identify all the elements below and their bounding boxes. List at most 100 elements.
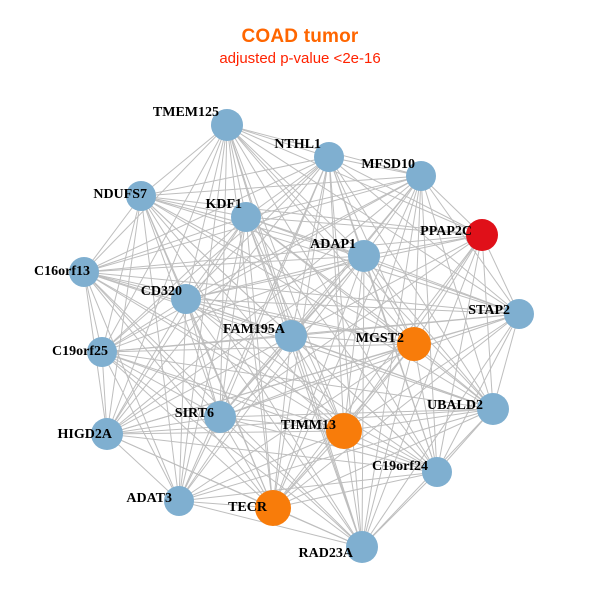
graph-edge xyxy=(178,216,247,502)
graph-node[interactable] xyxy=(171,284,201,314)
graph-edge xyxy=(328,156,363,548)
graph-edge xyxy=(290,335,415,345)
graph-edge xyxy=(106,408,494,435)
graph-edge xyxy=(106,255,365,435)
graph-edge xyxy=(178,471,438,502)
graph-edge xyxy=(343,430,363,548)
graph-edge xyxy=(101,335,292,353)
graph-node[interactable] xyxy=(314,142,344,172)
graph-edge xyxy=(106,343,415,435)
graph-edge xyxy=(140,156,330,197)
graph-node-label: HIGD2A xyxy=(58,427,113,442)
graph-edge xyxy=(245,216,483,236)
graph-node-label: MFSD10 xyxy=(361,157,415,172)
graph-edge xyxy=(290,156,330,337)
graph-edge xyxy=(481,234,494,410)
graph-edge xyxy=(101,351,180,502)
graph-edge xyxy=(245,216,363,548)
graph-node[interactable] xyxy=(348,240,380,272)
graph-edge xyxy=(272,408,494,509)
graph-node-label: TIMM13 xyxy=(281,418,336,433)
graph-edge xyxy=(219,416,345,432)
graph-edge xyxy=(83,195,142,273)
graph-node[interactable] xyxy=(406,161,436,191)
graph-edge xyxy=(178,343,415,502)
graph-edge xyxy=(83,271,438,473)
graph-edge xyxy=(290,335,438,473)
graph-edge xyxy=(328,156,345,432)
graph-node[interactable] xyxy=(69,257,99,287)
graph-edge xyxy=(101,195,142,353)
graph-node[interactable] xyxy=(164,486,194,516)
graph-node[interactable] xyxy=(231,202,261,232)
graph-edge xyxy=(101,298,187,353)
graph-node[interactable] xyxy=(504,299,534,329)
graph-edge xyxy=(492,313,520,410)
graph-edge xyxy=(219,313,520,418)
graph-edge xyxy=(361,255,365,548)
graph-edge xyxy=(226,124,330,158)
graph-edge xyxy=(245,216,274,509)
graph-edge xyxy=(106,216,247,435)
graph-edge xyxy=(328,156,494,410)
graph-node-label: KDF1 xyxy=(205,197,242,212)
graph-edge xyxy=(83,271,520,315)
graph-edge xyxy=(328,156,483,236)
graph-node[interactable] xyxy=(126,181,156,211)
graph-edge xyxy=(363,234,483,257)
graph-edge xyxy=(83,271,415,345)
graph-node[interactable] xyxy=(255,490,291,526)
graph-edge xyxy=(106,433,180,502)
graph-edge xyxy=(106,124,228,435)
graph-node[interactable] xyxy=(87,337,117,367)
graph-edge xyxy=(219,156,330,418)
graph-edge xyxy=(101,351,494,410)
graph-edge xyxy=(272,313,520,509)
graph-edge xyxy=(226,124,483,236)
graph-node-label: C19orf24 xyxy=(372,459,428,474)
graph-edge xyxy=(436,313,520,473)
graph-edge xyxy=(420,175,438,473)
graph-edge xyxy=(219,408,494,418)
graph-node-label: PPAP2C xyxy=(420,224,472,239)
graph-node[interactable] xyxy=(466,219,498,251)
graph-node-label: SIRT6 xyxy=(175,406,214,421)
graph-edge xyxy=(413,234,483,345)
graph-node[interactable] xyxy=(422,457,452,487)
graph-edge xyxy=(219,216,247,418)
graph-node[interactable] xyxy=(211,109,243,141)
graph-edge xyxy=(185,298,415,345)
graph-node[interactable] xyxy=(204,401,236,433)
graph-node[interactable] xyxy=(91,418,123,450)
graph-edge xyxy=(106,430,345,435)
graph-edge xyxy=(413,343,494,410)
graph-node-label: TECR xyxy=(228,500,268,515)
graph-edge xyxy=(185,298,520,315)
graph-node-label: STAP2 xyxy=(468,303,510,318)
graph-edge xyxy=(185,298,221,418)
graph-edge xyxy=(219,416,363,548)
graph-edge xyxy=(101,351,221,418)
graph-edge xyxy=(140,195,415,345)
graph-edge xyxy=(83,255,365,273)
graph-edge xyxy=(363,255,494,410)
graph-edge xyxy=(140,195,247,218)
graph-node-label: CD320 xyxy=(141,284,182,299)
graph-node[interactable] xyxy=(326,413,362,449)
graph-node[interactable] xyxy=(275,320,307,352)
graph-node-label: NDUFS7 xyxy=(93,187,147,202)
graph-node-label: MGST2 xyxy=(356,331,404,346)
graph-edge xyxy=(245,216,438,473)
graph-edge xyxy=(290,335,494,410)
graph-edge xyxy=(140,124,228,197)
graph-node[interactable] xyxy=(397,327,431,361)
graph-node[interactable] xyxy=(477,393,509,425)
graph-edge xyxy=(101,351,438,473)
graph-node[interactable] xyxy=(346,531,378,563)
graph-edge xyxy=(343,313,520,432)
graph-edge xyxy=(272,335,292,509)
graph-edge xyxy=(226,124,345,432)
graph-edge xyxy=(226,124,520,315)
graph-edge xyxy=(219,124,228,418)
